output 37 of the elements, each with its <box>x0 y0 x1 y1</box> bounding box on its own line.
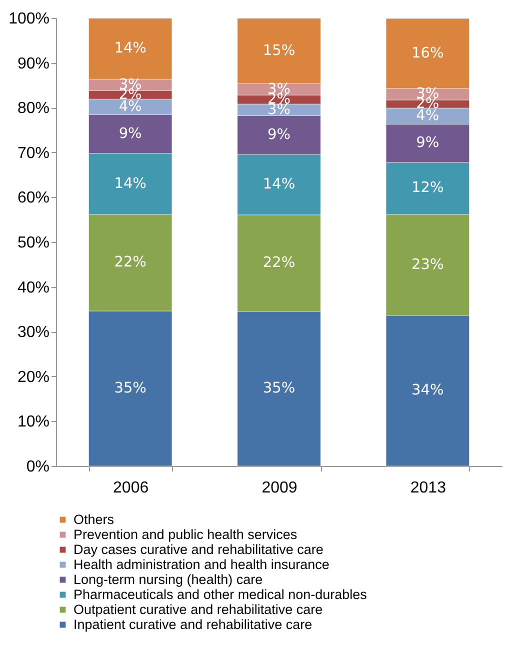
data-label: 35% <box>262 380 296 397</box>
legend-label: Prevention and public health services <box>74 526 298 542</box>
data-label: 14% <box>262 176 296 193</box>
legend-label: Long-term nursing (health) care <box>74 572 263 587</box>
legend-label: Pharmaceuticals and other medical non-durables <box>74 586 368 602</box>
y-tick-label: 20% <box>17 368 50 386</box>
legend-label: Outpatient curative and rehabilitative care <box>74 602 323 617</box>
data-label: 14% <box>114 176 146 192</box>
y-tick-label: 90% <box>17 55 50 72</box>
data-label: 15% <box>262 42 296 59</box>
data-label: 9% <box>416 135 440 152</box>
x-tick-label: 2006 <box>113 480 149 496</box>
data-label: 34% <box>412 382 444 399</box>
legend-label: Day cases curative and rehabilitative care <box>74 542 324 557</box>
legend-label: Others <box>74 512 114 527</box>
data-label: 22% <box>262 255 296 272</box>
data-label: 22% <box>114 254 146 271</box>
y-tick-label: 10% <box>17 414 50 431</box>
y-tick-label: 30% <box>17 324 50 342</box>
x-tick-label: 2009 <box>262 480 298 496</box>
y-tick-label: 80% <box>17 100 50 118</box>
legend-label: Health administration and health insurance <box>74 556 330 572</box>
data-label: 16% <box>412 45 444 62</box>
y-tick-label: 100% <box>8 10 50 28</box>
x-tick-label: 2013 <box>410 480 446 496</box>
data-label: 12% <box>412 180 444 196</box>
y-tick-label: 50% <box>17 234 50 252</box>
y-tick-label: 60% <box>17 190 50 207</box>
y-tick-label: 70% <box>17 144 50 162</box>
legend-label: Inpatient curative and rehabilitative care <box>74 616 312 632</box>
y-tick-label: 40% <box>17 279 50 296</box>
y-tick-label: 0% <box>26 458 50 476</box>
data-label: 9% <box>267 126 291 143</box>
data-label: 23% <box>412 256 444 273</box>
data-label: 35% <box>114 380 146 396</box>
data-label: 14% <box>114 40 146 57</box>
data-label: 9% <box>118 126 142 142</box>
